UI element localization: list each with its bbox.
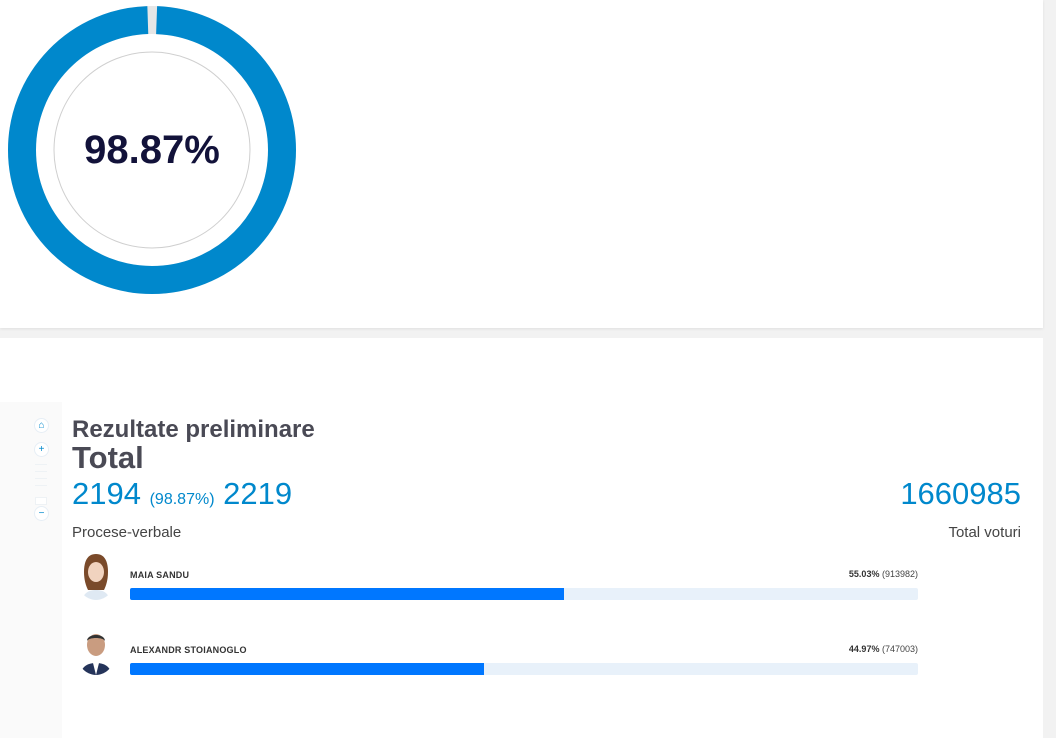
zoom-control: ⌂ + − <box>0 402 62 738</box>
processed-percent: (98.87%) <box>149 491 215 508</box>
zoom-slider-tick[interactable] <box>35 464 47 465</box>
candidate-bar <box>130 663 918 675</box>
votes-label: Total voturi <box>948 524 1021 541</box>
candidate-result: 44.97% (747003) <box>849 644 918 654</box>
total-votes: 1660985 <box>900 476 1021 511</box>
reports-label: Procese-verbale <box>72 524 182 541</box>
zoom-in-button[interactable]: + <box>34 442 49 457</box>
candidate-percent: 44.97% <box>848 644 880 654</box>
processed-count: 2194 <box>72 476 141 511</box>
candidate-percent: 55.03% <box>848 569 880 579</box>
candidate-avatar <box>76 627 116 675</box>
zoom-slider-handle[interactable] <box>35 497 47 505</box>
candidate-result: 55.03% (913982) <box>849 569 918 579</box>
results-card: ⌂ + − Rezultate preliminare Total 2194 (… <box>0 338 1043 738</box>
zoom-out-button[interactable]: − <box>34 506 49 521</box>
progress-donut <box>8 6 296 294</box>
total-reports: 2219 <box>223 476 293 511</box>
candidate-votes: (913982) <box>881 569 918 579</box>
results-subtitle: Total <box>72 440 144 475</box>
reports-count: 2194 (98.87%) 2219 <box>72 476 292 512</box>
donut-progress-arc <box>8 6 296 294</box>
zoom-slider-tick[interactable] <box>35 485 47 486</box>
progress-percent: 98.87% <box>84 127 220 172</box>
progress-card: 98.87% <box>0 0 1043 328</box>
zoom-slider-tick[interactable] <box>35 471 47 472</box>
candidate-votes: (747003) <box>881 644 918 654</box>
candidate-row: MAIA SANDU 55.03% (913982) <box>76 552 918 602</box>
candidate-bar <box>130 588 918 600</box>
candidate-bar-fill <box>130 588 564 600</box>
candidate-avatar <box>76 552 116 600</box>
results-title: Rezultate preliminare <box>72 416 315 443</box>
home-icon[interactable]: ⌂ <box>34 418 49 433</box>
candidate-name: MAIA SANDU <box>130 570 190 580</box>
candidate-row: ALEXANDR STOIANOGLO 44.97% (747003) <box>76 627 918 677</box>
donut-inner-circle <box>53 51 251 249</box>
zoom-slider-tick[interactable] <box>35 478 47 479</box>
candidate-name: ALEXANDR STOIANOGLO <box>130 645 247 655</box>
candidate-bar-fill <box>130 663 485 675</box>
